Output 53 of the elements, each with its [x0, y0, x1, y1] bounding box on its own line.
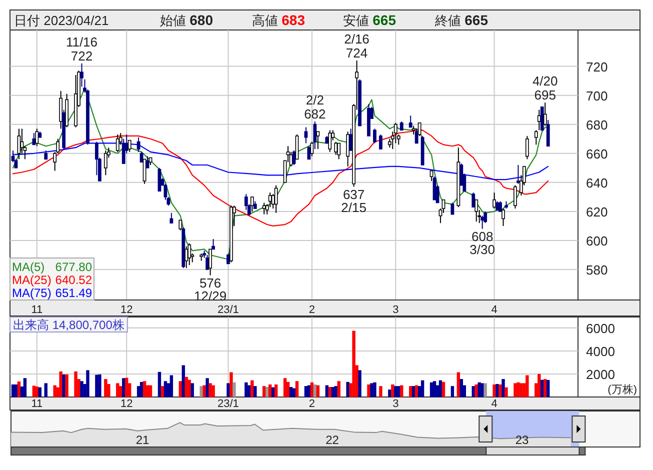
annotation: 2/16: [344, 31, 370, 46]
annotation: 722: [70, 48, 93, 64]
y-tick-label: 4000: [586, 344, 615, 359]
y-axis-title: (万株): [608, 383, 637, 396]
x-tick-label: 23: [515, 433, 529, 447]
y-tick-label: 720: [586, 59, 608, 74]
y-tick-label: 2000: [586, 366, 615, 382]
annotation: 637: [342, 186, 365, 202]
annotation: 12/29: [194, 288, 227, 304]
annotation: 677.80: [55, 260, 92, 274]
text: 終値 665: [434, 12, 488, 28]
annotation: 724: [346, 45, 368, 60]
text: MA(25): [12, 273, 52, 287]
x-tick-label: 12: [120, 398, 133, 410]
text: 安値 665: [343, 12, 396, 28]
y-tick-label: 6000: [586, 320, 615, 336]
x-tick-label: 11: [31, 304, 43, 316]
y-tick-label: 620: [586, 204, 608, 220]
annotation: 695: [534, 88, 556, 103]
annotation: 3/30: [470, 242, 495, 257]
x-tick-label: 4: [491, 304, 498, 316]
chart-title: 出来高 14,800,700株: [13, 318, 124, 332]
x-tick-label: 3: [392, 304, 399, 316]
annotation: 640.52: [55, 273, 92, 287]
x-tick-label: 23/1: [218, 304, 239, 316]
y-tick-label: 660: [586, 146, 608, 162]
x-tick-label: 22: [326, 433, 340, 447]
text: MA(5): [12, 260, 45, 274]
x-tick-label: 21: [136, 433, 150, 447]
annotation: 2/2: [306, 92, 324, 108]
y-tick-label: 600: [586, 233, 608, 248]
x-tick-label: 3: [392, 398, 399, 410]
text: MA(75): [12, 286, 52, 300]
y-tick-label: 640: [586, 175, 608, 190]
annotation: 608: [471, 228, 494, 244]
annotation: 651.49: [55, 286, 92, 300]
x-tick-label: 2: [308, 398, 315, 410]
x-tick-label: 2: [308, 304, 315, 316]
y-tick-label: 700: [586, 88, 608, 104]
x-tick-label: 4: [491, 398, 498, 410]
x-tick-label: 12: [120, 304, 133, 316]
annotation: 2/15: [341, 200, 366, 215]
annotation: 11/16: [66, 34, 98, 50]
annotation: 576: [199, 275, 222, 290]
annotation: 4/20: [532, 74, 558, 89]
y-tick-label: 680: [586, 117, 608, 132]
x-tick-label: 23/1: [218, 398, 239, 410]
y-tick-label: 580: [586, 262, 608, 278]
text: 始値 680: [160, 12, 214, 28]
text: 高値 683: [252, 12, 306, 28]
x-tick-label: 11: [31, 398, 43, 410]
chart-title: 日付 2023/04/21: [14, 13, 109, 28]
annotation: 682: [304, 106, 326, 122]
